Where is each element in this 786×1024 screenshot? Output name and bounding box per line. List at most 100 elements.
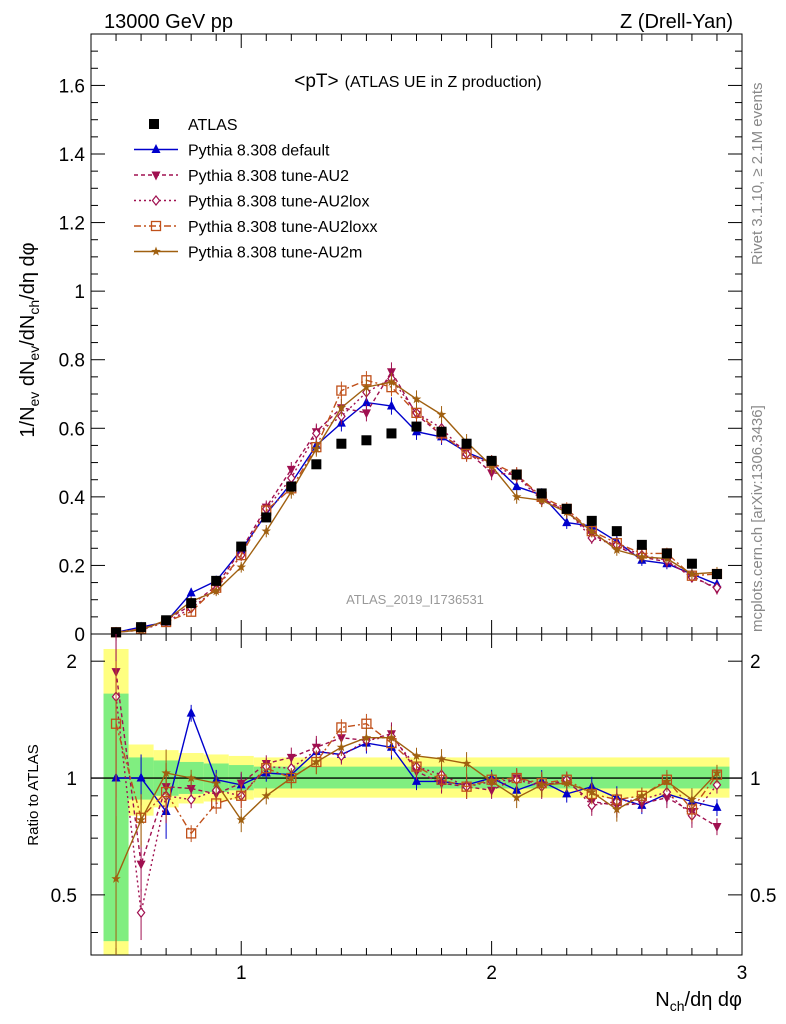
atlas-point <box>211 575 222 586</box>
ratio-tick-label-left: 2 <box>66 652 77 673</box>
ratio-tick-label-right: 2 <box>750 652 761 673</box>
ratio-point <box>386 732 397 742</box>
series-point <box>411 394 422 404</box>
y-tick-label: 1.6 <box>59 76 85 97</box>
series-point <box>361 409 371 419</box>
ratio-tick-label-left: 1 <box>66 769 77 790</box>
series-point <box>411 407 422 419</box>
ratio-point <box>511 772 522 784</box>
ratio-point <box>687 794 697 804</box>
series-point <box>512 481 522 491</box>
series-point <box>336 385 347 396</box>
ratio-point <box>336 734 346 744</box>
y-tick-label: 0.2 <box>59 556 85 577</box>
ratio-point <box>712 768 722 778</box>
series-point <box>386 377 397 386</box>
ratio-point <box>186 773 196 783</box>
ratio-point <box>186 707 196 717</box>
ratio-point <box>110 718 122 729</box>
atlas-point <box>286 481 297 492</box>
ratio-point <box>587 787 597 797</box>
atlas-point <box>711 569 722 579</box>
legend-marker <box>149 119 159 129</box>
series-point <box>587 526 597 536</box>
legend-entry: Pythia 8.308 tune-AU2 <box>134 168 349 185</box>
ratio-point <box>286 773 297 783</box>
atlas-point <box>661 548 672 559</box>
ratio-point <box>336 722 347 733</box>
ratio-point <box>136 860 146 870</box>
legend-marker <box>151 195 161 206</box>
x-tick-label: 3 <box>737 963 748 984</box>
ratio-point <box>236 790 247 801</box>
side-mcplots: mcplots.cern.ch [arXiv:1306.3436] <box>749 405 766 632</box>
ratio-point <box>186 784 196 794</box>
ratio-point <box>486 776 497 786</box>
ratio-tick-label-right: 1 <box>750 769 761 790</box>
ratio-point <box>136 907 146 919</box>
atlas-point <box>236 541 247 552</box>
atlas-point <box>461 438 472 449</box>
atlas-point <box>511 469 522 480</box>
ratio-point <box>712 823 722 833</box>
ratio-tick-label-left: 0.5 <box>51 886 77 907</box>
ratio-point <box>612 804 622 814</box>
series-point <box>361 382 372 392</box>
ratio-point <box>662 776 672 786</box>
legend-label: Pythia 8.308 tune-AU2loxx <box>188 219 377 236</box>
legend-entry: ATLAS <box>149 117 238 134</box>
ratio-tick-label-right: 0.5 <box>750 886 776 907</box>
series-point <box>612 545 622 554</box>
watermark: ATLAS_2019_I1736531 <box>346 592 484 607</box>
ratio-point <box>111 873 121 883</box>
header-process: Z (Drell-Yan) <box>620 11 733 33</box>
series-point <box>286 465 296 475</box>
atlas-point <box>311 459 322 470</box>
series-point <box>311 443 322 453</box>
y-tick-label: 0.6 <box>59 419 85 440</box>
legend-entry: Pythia 8.308 default <box>134 143 330 160</box>
legend-marker <box>150 220 162 232</box>
ratio-point <box>236 814 246 824</box>
atlas-point <box>436 426 447 437</box>
ratio-point <box>136 814 146 824</box>
series-point <box>261 526 271 536</box>
ratio-point <box>361 732 372 742</box>
series-point <box>336 402 347 412</box>
side-rivet: Rivet 3.1.10, ≥ 2.1M events <box>749 83 766 266</box>
atlas-point <box>486 455 497 466</box>
ratio-point <box>436 753 447 763</box>
legend-label: Pythia 8.308 tune-AU2 <box>188 168 349 185</box>
ratio-point <box>461 758 472 768</box>
ratio-point <box>536 779 547 789</box>
ratio-point <box>461 781 472 792</box>
chart-title: <pT> (ATLAS UE in Z production) <box>294 71 541 92</box>
atlas-point <box>561 503 572 514</box>
x-tick-label: 1 <box>236 963 247 984</box>
legend-label: ATLAS <box>188 117 238 134</box>
legend: ATLAS Pythia 8.308 default Pythia 8.308 tu… <box>134 117 377 262</box>
atlas-point <box>411 421 422 432</box>
ratio-point <box>186 794 196 806</box>
series-point <box>536 495 547 505</box>
y-tick-label: 1.2 <box>59 214 85 235</box>
y-tick-label: 0 <box>74 625 85 646</box>
ratio-y-axis-label: Ratio to ATLAS <box>25 744 42 845</box>
y-tick-label: 0.8 <box>59 351 85 372</box>
legend-label: Pythia 8.308 tune-AU2m <box>188 245 362 262</box>
ratio-point <box>712 779 722 791</box>
ratio-point <box>136 772 146 782</box>
series-point <box>511 491 522 501</box>
atlas-point <box>111 627 122 638</box>
ratio-point <box>511 792 522 802</box>
header-energy: 13000 GeV pp <box>104 11 233 33</box>
ratio-point <box>236 779 246 789</box>
atlas-point <box>361 435 372 446</box>
atlas-point <box>261 512 272 523</box>
legend-entry: Pythia 8.308 tune-AU2m <box>134 245 362 262</box>
ratio-point <box>412 775 421 785</box>
atlas-data <box>111 421 722 638</box>
series-point <box>236 562 246 572</box>
atlas-point <box>586 515 597 526</box>
